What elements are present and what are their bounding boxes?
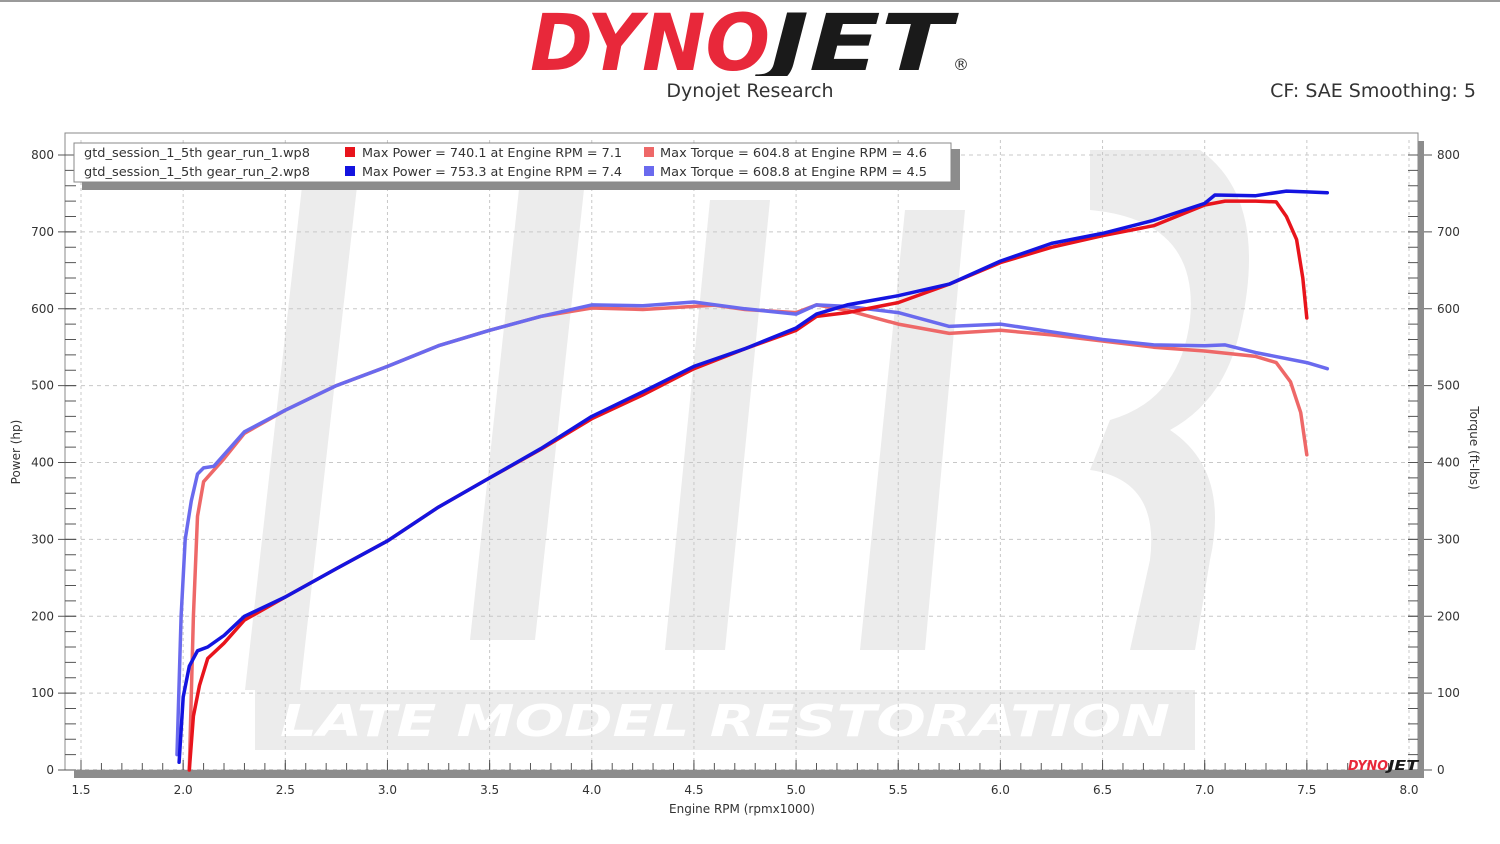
y-tick-label-left: 500: [31, 379, 54, 393]
legend-swatch-run1-torque: [644, 147, 654, 157]
correction-factor-label: CF: SAE Smoothing: 5: [1270, 80, 1476, 102]
legend-swatch-run2-torque: [644, 166, 654, 176]
legend-torque-run2: Max Torque = 608.8 at Engine RPM = 4.5: [660, 165, 927, 179]
x-tick-label: 3.0: [378, 783, 397, 797]
y-tick-label-left: 800: [31, 148, 54, 162]
y-tick-label-left: 700: [31, 225, 54, 239]
x-tick-label: 7.5: [1297, 783, 1316, 797]
x-tick-label: 5.0: [787, 783, 806, 797]
y-tick-label-left: 400: [31, 456, 54, 470]
x-tick-label: 4.5: [684, 783, 703, 797]
y-tick-label-right: 200: [1437, 609, 1460, 623]
y-tick-label-right: 800: [1437, 148, 1460, 162]
y-tick-label-right: 600: [1437, 302, 1460, 316]
brand-jet: JET: [753, 4, 960, 76]
top-border: [0, 0, 1500, 2]
x-tick-label: 1.5: [71, 783, 90, 797]
watermark: LATE MODEL RESTORATION: [245, 150, 1249, 750]
y-tick-label-right: 300: [1437, 532, 1460, 546]
y-tick-label-right: 400: [1437, 456, 1460, 470]
x-tick-label: 5.5: [889, 783, 908, 797]
data-series: [175, 189, 1330, 772]
watermark-m-left: [470, 180, 585, 640]
series-line-1: [177, 189, 1330, 765]
y-tick-label-left: 0: [46, 763, 54, 777]
x-tick-label: 6.0: [991, 783, 1010, 797]
registered-mark: ®: [953, 55, 969, 74]
legend-file-run2: gtd_session_1_5th gear_run_2.wp8: [84, 165, 310, 179]
x-axis-title: Engine RPM (rpmx1000): [669, 802, 815, 816]
corner-logo-jet: JET: [1384, 759, 1419, 774]
y-tick-label-left: 100: [31, 686, 54, 700]
chart-subtitle: Dynojet Research: [0, 80, 1500, 102]
x-tick-label: 2.5: [276, 783, 295, 797]
x-tick-label: 6.5: [1093, 783, 1112, 797]
x-tick-label: 3.5: [480, 783, 499, 797]
y-tick-label-right: 100: [1437, 686, 1460, 700]
watermark-text: LATE MODEL RESTORATION: [280, 696, 1170, 747]
legend-shadow: [82, 181, 960, 190]
legend-swatch-run1-power: [345, 147, 355, 157]
series-line-0: [187, 199, 1309, 772]
watermark-m-right: [860, 210, 965, 650]
legend: gtd_session_1_5th gear_run_1.wp8 gtd_ses…: [73, 142, 960, 190]
x-tick-label: 4.0: [582, 783, 601, 797]
series-line-3: [175, 300, 1330, 757]
y-tick-label-right: 500: [1437, 379, 1460, 393]
y-tick-label-right: 0: [1437, 763, 1445, 777]
legend-power-run1: Max Power = 740.1 at Engine RPM = 7.1: [362, 146, 622, 160]
watermark-band: [255, 690, 1195, 750]
legend-torque-run1: Max Torque = 604.8 at Engine RPM = 4.6: [660, 146, 927, 160]
watermark-l-shape: [245, 160, 360, 690]
y-axis-title-left: Power (hp): [9, 420, 23, 485]
x-tick-label: 8.0: [1399, 783, 1418, 797]
x-axis-bar: [74, 770, 1424, 778]
y-tick-label-left: 600: [31, 302, 54, 316]
legend-box: [73, 142, 952, 183]
legend-power-run2: Max Power = 753.3 at Engine RPM = 7.4: [362, 165, 622, 179]
watermark-r-shape: [1090, 150, 1249, 650]
watermark-m-mid: [665, 200, 770, 650]
y-tick-label-right: 700: [1437, 225, 1460, 239]
corner-dynojet-logo: DYNO JET: [1348, 759, 1419, 774]
right-axis-bar: [1418, 141, 1424, 778]
legend-shadow-side: [951, 149, 960, 190]
x-tick-label: 7.0: [1195, 783, 1214, 797]
legend-swatch-run2-power: [345, 166, 355, 176]
subtitle-text: Dynojet Research: [666, 80, 834, 102]
y-tick-label-left: 300: [31, 532, 54, 546]
corner-logo-dyno: DYNO: [1348, 759, 1388, 774]
y-tick-label-left: 200: [31, 609, 54, 623]
legend-file-run1: gtd_session_1_5th gear_run_1.wp8: [84, 146, 310, 160]
x-tick-label: 2.0: [174, 783, 193, 797]
y-axis-title-right: Torque (ft-lbs): [1467, 405, 1481, 489]
brand-dyno: DYNO: [530, 4, 770, 76]
dynojet-logo: DYNO JET ®: [530, 4, 969, 76]
